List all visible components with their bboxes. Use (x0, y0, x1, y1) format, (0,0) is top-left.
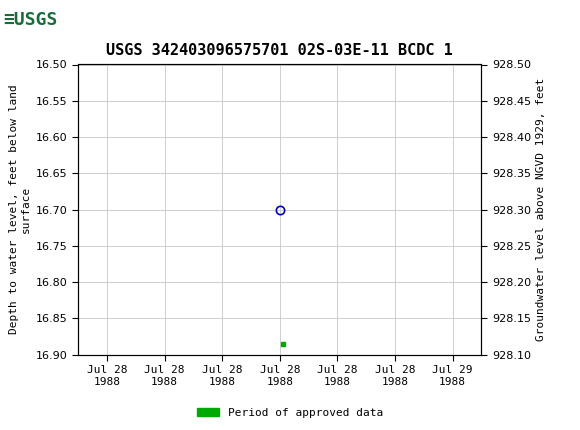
Y-axis label: Depth to water level, feet below land
surface: Depth to water level, feet below land su… (9, 85, 31, 335)
FancyBboxPatch shape (3, 3, 96, 37)
Text: ≡USGS: ≡USGS (3, 12, 57, 29)
Y-axis label: Groundwater level above NGVD 1929, feet: Groundwater level above NGVD 1929, feet (536, 78, 546, 341)
Legend: Period of approved data: Period of approved data (193, 403, 387, 422)
Title: USGS 342403096575701 02S-03E-11 BCDC 1: USGS 342403096575701 02S-03E-11 BCDC 1 (107, 43, 453, 58)
